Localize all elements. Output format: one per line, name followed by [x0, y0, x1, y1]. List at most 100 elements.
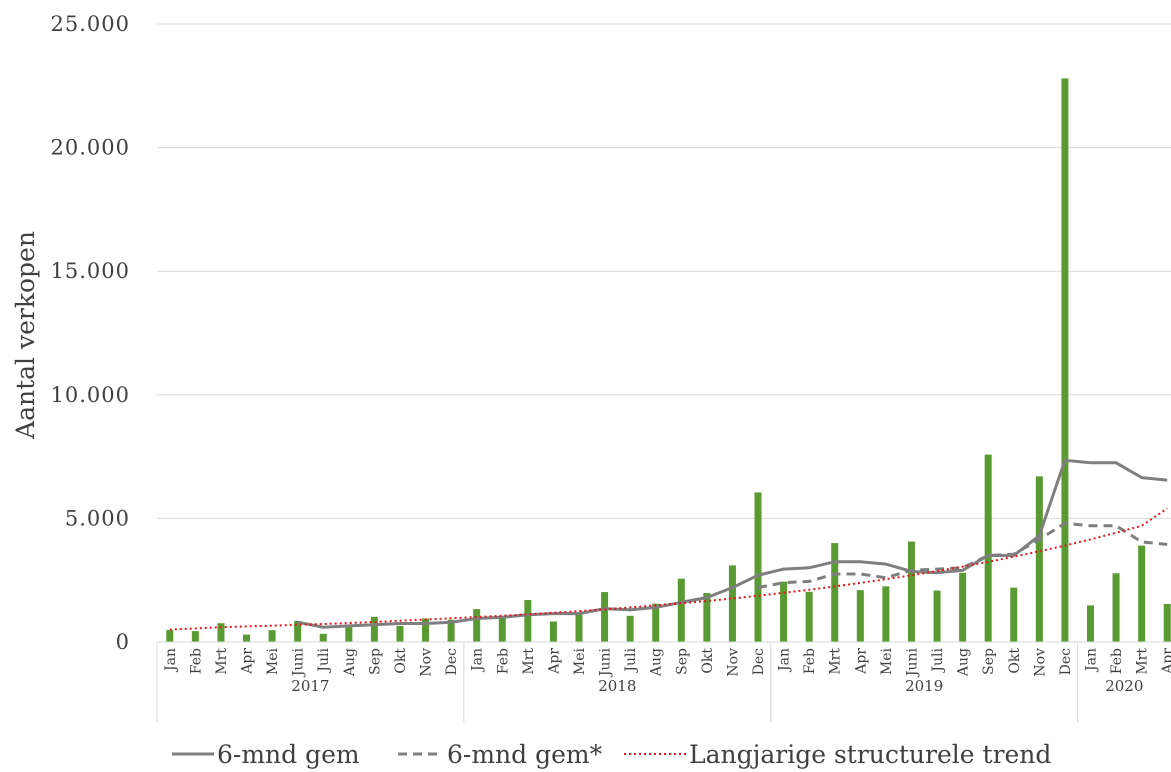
x-tick-label: Juni	[291, 647, 307, 678]
x-tick-label: Mei	[572, 647, 588, 675]
year-label: 2017	[291, 677, 329, 695]
x-tick-label: Juli	[316, 647, 332, 673]
x-tick-label: Apr	[546, 648, 562, 675]
y-tick-label: 5.000	[65, 506, 130, 530]
x-tick-label: Sep	[674, 648, 690, 675]
legend-label-6mnd-star: 6-mnd gem*	[447, 740, 603, 769]
x-tick-label: Aug	[649, 648, 665, 677]
legend-label-trend: Langjarige structurele trend	[689, 740, 1051, 769]
x-tick-label: Apr	[853, 648, 869, 675]
x-tick-label: Nov	[419, 648, 435, 677]
x-tick-label: Jan	[470, 648, 486, 673]
bar	[217, 623, 225, 642]
bar	[728, 565, 736, 642]
bar	[1086, 605, 1094, 642]
x-tick-label: Jan	[163, 648, 179, 673]
bar	[345, 627, 353, 642]
bar	[882, 586, 890, 642]
x-tick-label: Mrt	[828, 648, 844, 675]
x-tick-label: Aug	[342, 648, 358, 677]
x-tick-label: Mrt	[521, 648, 537, 675]
x-tick-label: Dec	[1058, 648, 1074, 676]
x-tick-label: Juni	[905, 647, 921, 678]
bar	[243, 634, 251, 642]
x-tick-label: Nov	[1032, 648, 1048, 677]
x-axis: Jan Feb Mrt Apr Mei Juni Juli Aug Sep Okt Nov Dec Ja…	[156, 641, 1171, 722]
x-tick-label: Feb	[802, 648, 818, 674]
bar	[370, 616, 378, 642]
x-tick-label: Dec	[751, 648, 767, 676]
bar	[447, 619, 455, 642]
bar	[1163, 603, 1171, 642]
bar	[422, 618, 430, 642]
bar	[626, 615, 634, 642]
bar	[166, 630, 174, 642]
x-tick-label: Feb	[495, 648, 511, 674]
legend-label-6mnd: 6-mnd gem	[217, 740, 360, 769]
bar	[191, 631, 199, 642]
y-axis-label: Aantal verkopen	[11, 231, 40, 440]
bar	[549, 621, 557, 642]
bar	[703, 593, 711, 642]
bar	[1138, 545, 1146, 642]
series-line	[169, 507, 1168, 631]
y-tick-label: 15.000	[51, 259, 130, 283]
bar	[805, 591, 813, 642]
bar	[575, 613, 583, 642]
y-tick-label: 0	[116, 630, 130, 654]
bar	[1112, 573, 1120, 642]
bar	[294, 620, 302, 642]
y-tick-label: 20.000	[51, 136, 130, 160]
x-tick-label: Sep	[981, 648, 997, 675]
bar	[1010, 587, 1018, 642]
bar	[856, 590, 864, 642]
x-tick-label: Nov	[725, 648, 741, 677]
x-tick-label: Apr	[1160, 648, 1171, 675]
legend: 6-mnd gem 6-mnd gem* Langjarige structur…	[172, 740, 1051, 769]
bar	[652, 603, 660, 642]
x-tick-label: Okt	[1007, 648, 1023, 674]
x-tick-label: Mei	[265, 647, 281, 675]
bar	[1061, 78, 1069, 642]
bar-series	[166, 78, 1171, 642]
x-tick-label: Mrt	[214, 648, 230, 675]
bar	[1035, 476, 1043, 642]
x-tick-label: Jan	[1084, 648, 1100, 673]
x-tick-label: Feb	[188, 648, 204, 674]
y-tick-label: 25.000	[51, 12, 130, 36]
bar	[933, 590, 941, 642]
x-tick-label: Juni	[598, 647, 614, 678]
line-series	[169, 458, 1168, 631]
bar	[601, 592, 609, 642]
year-label: 2019	[905, 677, 943, 695]
y-tick-label: 10.000	[51, 383, 130, 407]
bar	[319, 633, 327, 642]
bar	[780, 581, 788, 642]
x-tick-label: Okt	[700, 648, 716, 674]
bar	[396, 625, 404, 642]
bar	[473, 609, 481, 642]
y-axis-ticks: 0 5.000 10.000 15.000 20.000 25.000	[51, 12, 130, 654]
x-tick-label: Sep	[367, 648, 383, 675]
x-tick-label: Feb	[1109, 648, 1125, 674]
x-tick-label: Apr	[240, 648, 256, 675]
bar	[907, 541, 915, 642]
x-tick-label: Juli	[930, 647, 946, 673]
bar	[754, 492, 762, 642]
bar	[268, 630, 276, 642]
year-label: 2018	[598, 677, 636, 695]
bar	[984, 454, 992, 642]
bar	[831, 543, 839, 642]
gridlines	[157, 23, 1171, 643]
x-tick-label: Dec	[444, 648, 460, 676]
x-tick-label: Jan	[777, 648, 793, 673]
x-tick-label: Juli	[623, 647, 639, 673]
x-tick-label: Aug	[956, 648, 972, 677]
x-tick-label: Okt	[393, 648, 409, 674]
year-label: 2020	[1105, 677, 1143, 695]
x-tick-label: Mrt	[1135, 648, 1151, 675]
bar	[524, 599, 532, 642]
x-tick-label: Mei	[879, 647, 895, 675]
bar	[498, 616, 506, 642]
